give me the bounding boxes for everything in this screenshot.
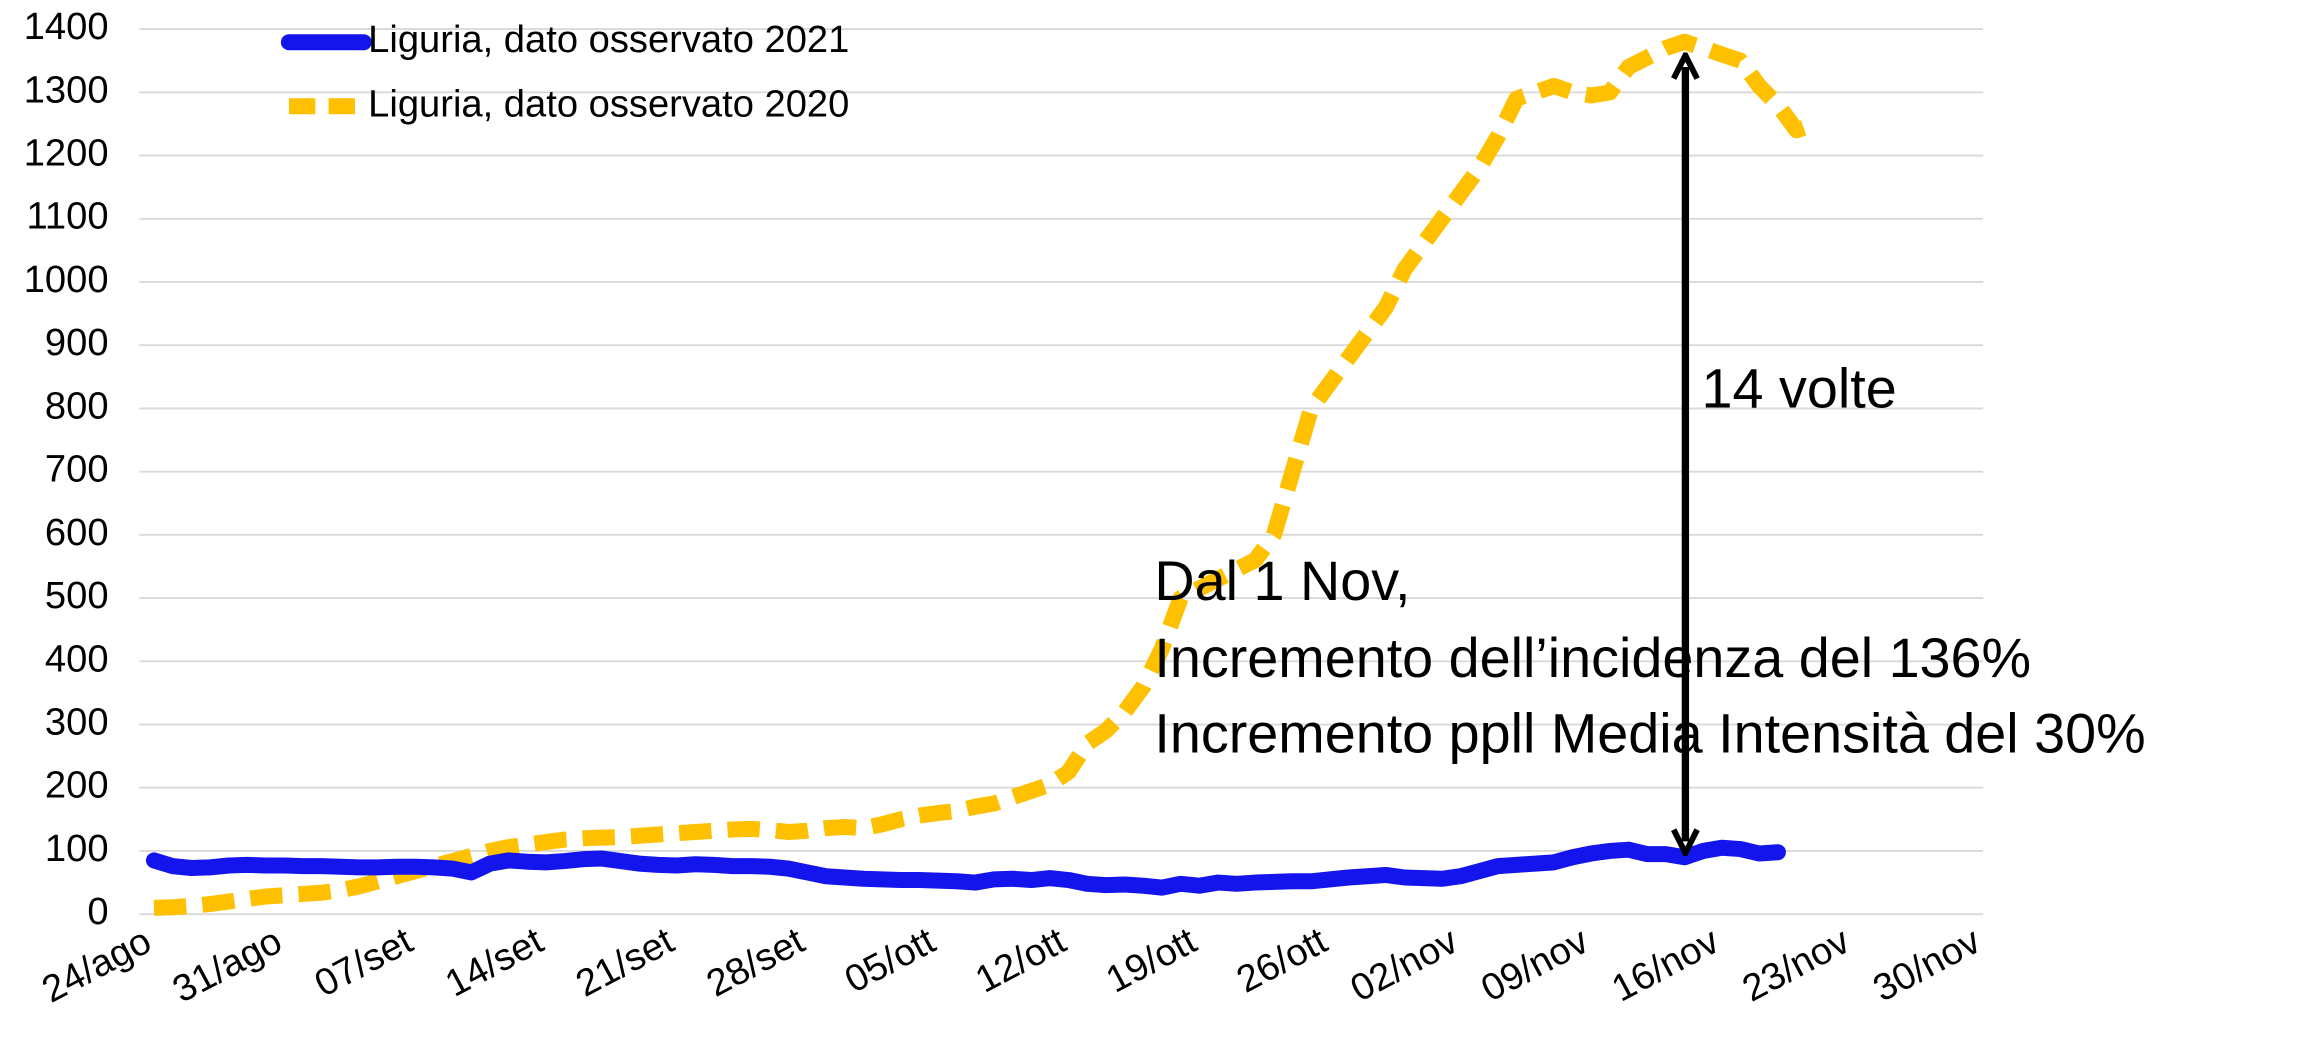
plot: [145, 33, 1818, 916]
y-tick-label: 900: [45, 322, 109, 364]
y-tick-label: 400: [45, 638, 109, 680]
x-tick-label: 02/nov: [1344, 920, 1465, 1010]
y-tick-label: 800: [45, 386, 109, 428]
y-tick-label: 1000: [24, 259, 109, 301]
y-tick-label: 100: [45, 828, 109, 870]
y-tick-label: 1200: [24, 133, 109, 175]
x-tick-label: 19/ott: [1099, 920, 1203, 1002]
y-tick-label: 1300: [24, 69, 109, 111]
annotation: 14 volte: [1702, 358, 1897, 420]
x-tick-label: 12/ott: [969, 920, 1073, 1002]
x-tick-label: 24/ago: [35, 920, 158, 1011]
y-tick-label: 600: [45, 512, 109, 554]
x-tick-label: 31/ago: [166, 920, 289, 1011]
y-tick-label: 0: [87, 891, 108, 933]
y-tick-label: 300: [45, 702, 109, 744]
x-tick-label: 05/ott: [838, 920, 942, 1002]
y-tick-label: 500: [45, 575, 109, 617]
y-tick-label: 700: [45, 449, 109, 491]
y-tick-label: 1400: [24, 6, 109, 48]
legend-label: Liguria, dato osservato 2021: [368, 19, 849, 61]
x-tick-label: 16/nov: [1605, 920, 1726, 1010]
x-tick-label: 14/set: [439, 920, 551, 1006]
x-tick-label: 28/set: [700, 920, 812, 1006]
y-tick-label: 1100: [27, 196, 109, 238]
x-tick-label: 30/nov: [1867, 920, 1988, 1010]
x-tick-label: 26/ott: [1230, 920, 1334, 1002]
data-line: [145, 839, 1786, 896]
x-tick-label: 21/set: [569, 920, 681, 1006]
legend-label: Liguria, dato osservato 2020: [368, 83, 849, 125]
annotation: Dal 1 Nov,: [1154, 550, 1410, 612]
x-tick-label: 23/nov: [1736, 920, 1857, 1010]
annotation: Incremento dell’incidenza del 136%: [1154, 627, 2031, 689]
legend: Liguria, dato osservato 2021 Liguria, dat…: [280, 19, 849, 125]
x-tick-label: 07/set: [308, 920, 420, 1006]
data-line: [153, 33, 1818, 916]
annotation: Incremento ppll Media Intensità del 30%: [1154, 703, 2145, 765]
x-tick-label: 09/nov: [1475, 920, 1596, 1010]
y-tick-label: 200: [45, 765, 109, 807]
